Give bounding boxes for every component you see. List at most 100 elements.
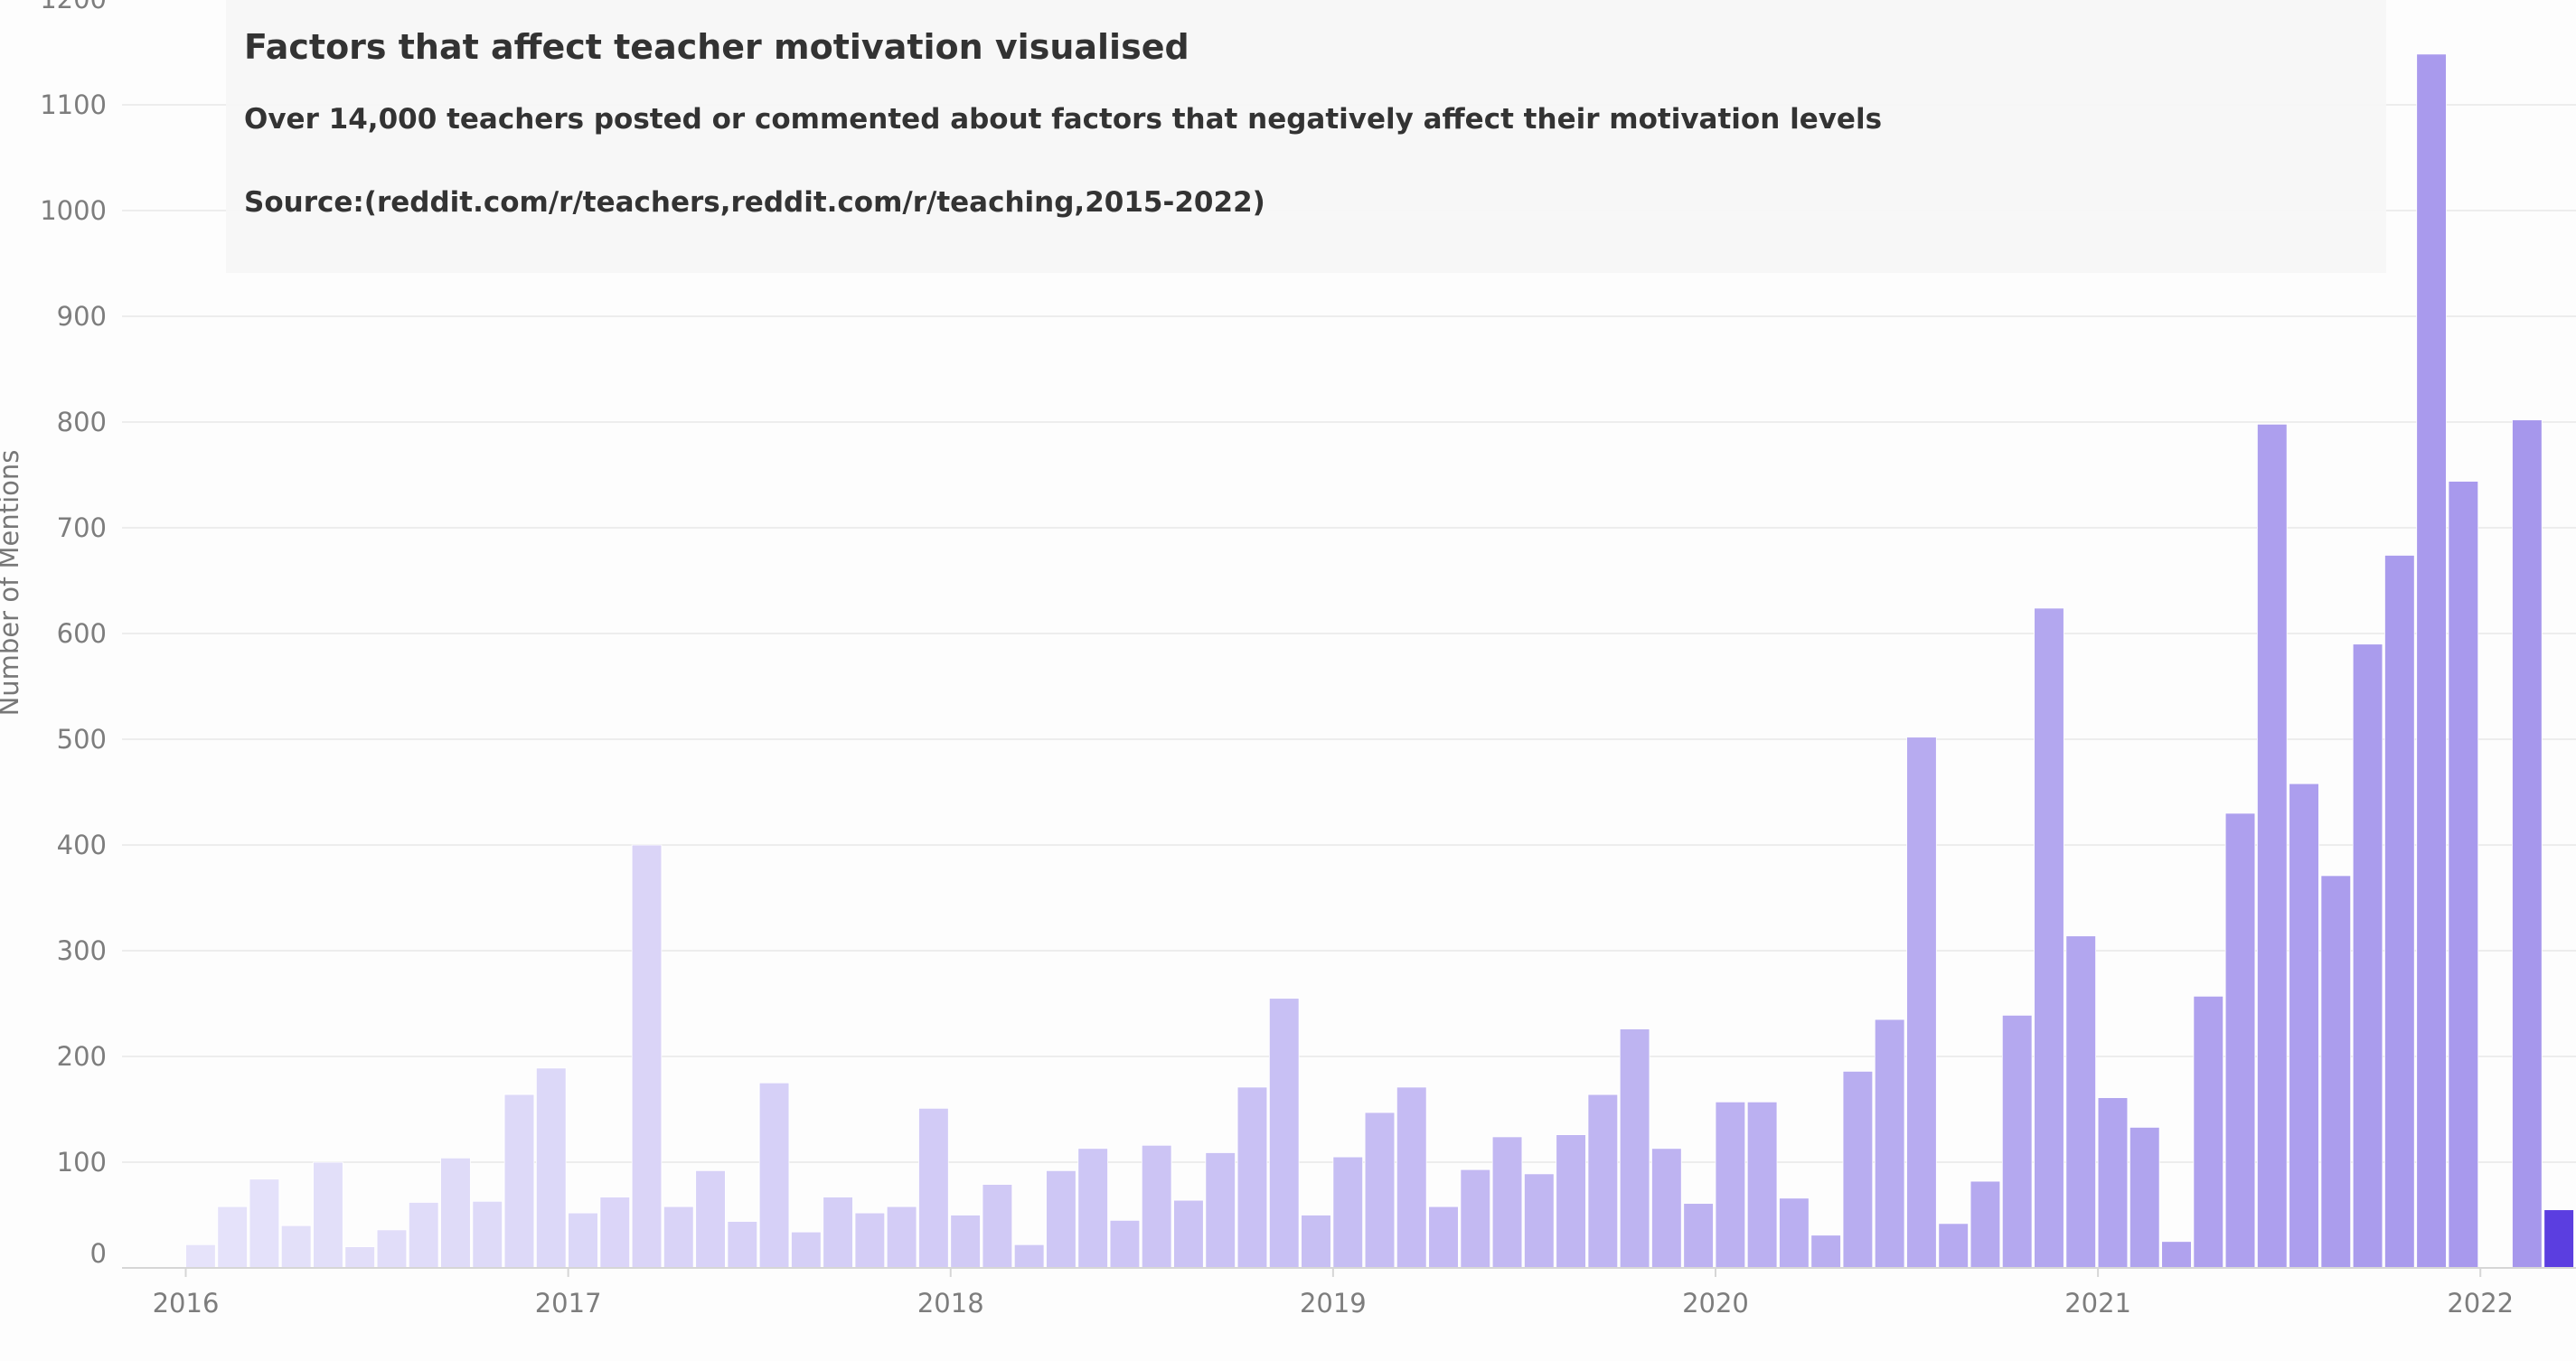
- x-axis-ticks: 2016 2017 2018 2019 2020 2021 2022: [153, 1268, 2514, 1319]
- chart-info-box: Factors that affect teacher motivation v…: [226, 0, 2386, 273]
- bar-2021-01: [2097, 1097, 2129, 1269]
- bar-2022-03: [2543, 1209, 2574, 1269]
- bar-2018-02: [982, 1184, 1013, 1269]
- y-tick-label: 600: [57, 618, 107, 649]
- bar-2020-02: [1746, 1101, 1778, 1269]
- bar-2020-03: [1779, 1197, 1810, 1269]
- bar-2016-05: [313, 1161, 343, 1269]
- bar-2017-09: [823, 1197, 853, 1269]
- bar-2020-07: [1906, 737, 1937, 1269]
- x-tick-label: 2022: [2447, 1288, 2514, 1319]
- bar-2017-05: [695, 1169, 726, 1269]
- bar-2021-09: [2352, 643, 2383, 1269]
- bar-2021-12: [2448, 481, 2479, 1269]
- y-tick-label: 1200: [40, 0, 107, 14]
- bar-2017-10: [854, 1212, 886, 1269]
- y-tick-label: 1100: [40, 89, 107, 120]
- bar-2017-06: [727, 1221, 758, 1269]
- x-tick-label: 2019: [1300, 1288, 1367, 1319]
- bar-2018-12: [1301, 1215, 1331, 1269]
- bar-2017-08: [791, 1231, 822, 1269]
- bar-2021-04: [2193, 995, 2224, 1269]
- bar-2018-01: [950, 1215, 981, 1269]
- y-axis-title: Number of Mentions: [0, 450, 24, 717]
- bar-2019-07: [1524, 1173, 1555, 1269]
- bar-2016-07: [376, 1229, 408, 1269]
- bar-2016-02: [217, 1206, 248, 1269]
- bar-2016-08: [408, 1202, 439, 1269]
- bar-2016-01: [185, 1244, 216, 1269]
- x-tick-label: 2020: [1682, 1288, 1749, 1319]
- bar-2018-10: [1236, 1086, 1268, 1269]
- bar-2016-12: [535, 1067, 567, 1269]
- bar-2020-11: [2034, 607, 2064, 1269]
- y-tick-label: 900: [57, 301, 107, 332]
- bar-2021-10: [2384, 555, 2415, 1269]
- x-tick-label: 2016: [153, 1288, 220, 1319]
- bar-2016-04: [280, 1225, 312, 1269]
- bar-2020-06: [1874, 1018, 1905, 1269]
- y-tick-label: 300: [57, 935, 107, 966]
- bar-2019-08: [1556, 1134, 1586, 1269]
- x-tick-label: 2021: [2064, 1288, 2131, 1319]
- y-tick-label: 800: [57, 407, 107, 437]
- bar-2017-01: [568, 1212, 598, 1269]
- bar-2020-12: [2065, 935, 2097, 1269]
- bar-2020-08: [1938, 1223, 1969, 1269]
- bar-2017-07: [758, 1082, 790, 1269]
- bar-2020-09: [1970, 1180, 2001, 1269]
- bar-2020-04: [1810, 1234, 1841, 1269]
- bar-2022-02: [2512, 419, 2543, 1269]
- chart-source: Source:(reddit.com/r/teachers,reddit.com…: [244, 186, 1265, 219]
- bar-2021-11: [2416, 53, 2447, 1269]
- bar-2017-02: [599, 1197, 631, 1269]
- bar-2021-08: [2320, 875, 2352, 1269]
- bar-2016-03: [249, 1178, 280, 1269]
- y-tick-label: 500: [57, 724, 107, 755]
- x-tick-label: 2018: [917, 1288, 984, 1319]
- bar-2021-07: [2289, 783, 2319, 1269]
- bar-2017-12: [918, 1107, 949, 1269]
- bar-2018-05: [1077, 1148, 1108, 1269]
- y-tick-label: 0: [90, 1238, 107, 1269]
- bar-2018-04: [1046, 1169, 1076, 1269]
- bar-2016-10: [472, 1200, 503, 1269]
- bar-2018-09: [1205, 1152, 1236, 1269]
- bar-2018-03: [1013, 1244, 1045, 1269]
- bar-2019-01: [1332, 1156, 1364, 1269]
- bar-2019-11: [1651, 1148, 1682, 1269]
- bar-2020-05: [1842, 1070, 1874, 1269]
- y-tick-label: 100: [57, 1147, 107, 1178]
- bar-2019-06: [1491, 1136, 1523, 1269]
- bar-2020-10: [2001, 1014, 2033, 1269]
- x-tick-label: 2017: [535, 1288, 602, 1319]
- y-axis-ticks: 0 100 200 300 400 500 600 700 800 900 1000 1100 1200: [40, 0, 107, 1269]
- bar-2019-02: [1364, 1112, 1396, 1269]
- bar-2019-03: [1396, 1086, 1427, 1269]
- bar-2019-10: [1619, 1028, 1650, 1269]
- bar-2017-03: [631, 844, 663, 1269]
- bar-2018-07: [1141, 1144, 1172, 1269]
- bar-2017-04: [663, 1206, 694, 1269]
- bar-2019-12: [1683, 1203, 1714, 1269]
- bar-2017-11: [886, 1206, 917, 1269]
- bar-2018-06: [1109, 1219, 1141, 1269]
- y-tick-label: 1000: [40, 195, 107, 226]
- bar-2021-02: [2129, 1126, 2160, 1269]
- bar-2020-01: [1715, 1101, 1746, 1269]
- y-tick-label: 700: [57, 512, 107, 543]
- bar-2021-06: [2257, 423, 2288, 1269]
- bar-2019-04: [1428, 1206, 1459, 1269]
- bar-2021-03: [2161, 1241, 2192, 1269]
- chart-title: Factors that affect teacher motivation v…: [244, 27, 1189, 67]
- y-tick-label: 400: [57, 830, 107, 860]
- bar-2016-11: [503, 1093, 535, 1269]
- bar-2021-05: [2224, 812, 2256, 1269]
- bar-2019-09: [1587, 1093, 1619, 1269]
- bar-2018-11: [1268, 998, 1300, 1269]
- bar-2016-09: [440, 1157, 471, 1269]
- bars: [185, 53, 2574, 1269]
- chart-subtitle: Over 14,000 teachers posted or commented…: [244, 103, 1883, 136]
- bar-2016-06: [344, 1246, 375, 1269]
